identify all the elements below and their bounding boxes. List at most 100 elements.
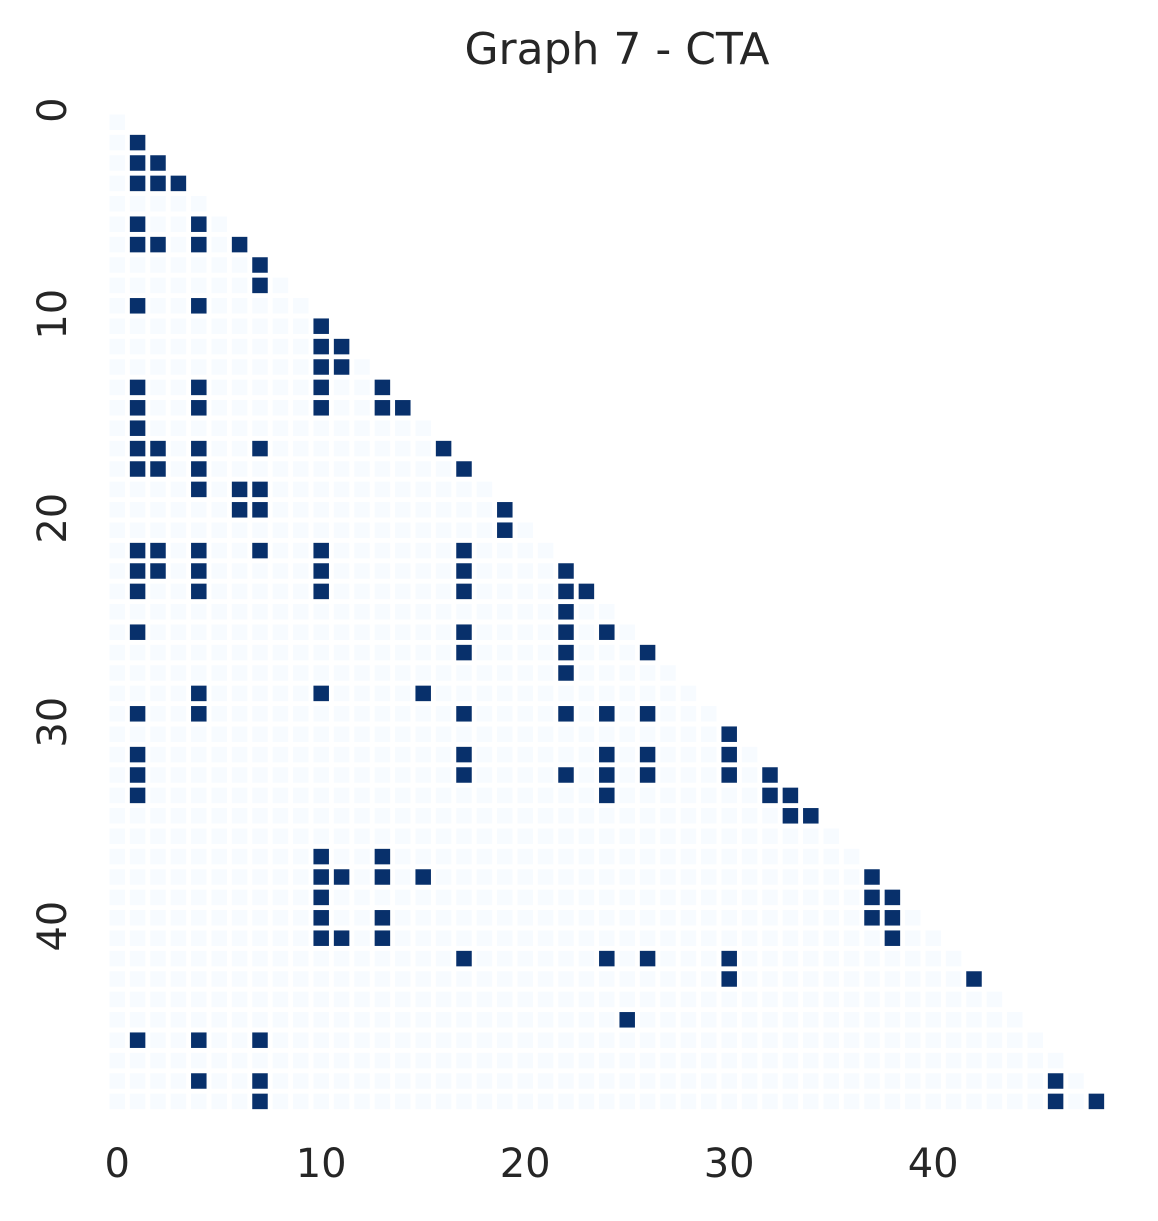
heatmap-cell: [435, 910, 452, 926]
heatmap-cell: [333, 930, 350, 946]
heatmap-cell: [211, 910, 227, 926]
heatmap-cell: [211, 236, 227, 253]
heatmap-cell: [497, 1052, 513, 1069]
heatmap-cell: [517, 706, 533, 722]
heatmap-cell: [415, 1052, 431, 1069]
heatmap-cell: [129, 583, 146, 600]
heatmap-cell: [252, 400, 268, 416]
heatmap-cell: [476, 726, 493, 742]
heatmap-cell: [721, 1073, 737, 1089]
heatmap-cell: [395, 644, 411, 661]
heatmap-cell: [129, 848, 146, 865]
heatmap-cell: [150, 787, 166, 804]
heatmap-cell: [272, 522, 289, 538]
heatmap-cell: [558, 746, 574, 763]
heatmap-cell: [905, 930, 921, 946]
heatmap-cell: [497, 746, 513, 763]
heatmap-cell: [333, 379, 350, 396]
heatmap-cell: [211, 481, 227, 498]
heatmap-cell: [476, 889, 493, 906]
heatmap-cell: [333, 848, 350, 865]
heatmap-cell: [231, 604, 248, 620]
heatmap-cell: [109, 522, 125, 538]
heatmap-cell: [231, 971, 248, 987]
heatmap-cell: [599, 1012, 615, 1028]
heatmap-cell: [803, 889, 819, 906]
heatmap-cell: [578, 787, 595, 804]
heatmap-cell: [374, 1032, 391, 1048]
heatmap-cell: [517, 522, 533, 538]
heatmap-cell: [231, 767, 248, 783]
heatmap-cell: [762, 1032, 778, 1048]
heatmap-cell: [517, 848, 533, 865]
heatmap-cell: [170, 950, 187, 967]
heatmap-cell: [211, 1012, 227, 1028]
heatmap-cell: [129, 563, 146, 579]
heatmap-cell: [619, 706, 635, 722]
heatmap-cell: [660, 685, 676, 702]
heatmap-cell: [476, 991, 493, 1008]
heatmap-cell: [333, 624, 350, 640]
heatmap-cell: [456, 889, 472, 906]
heatmap-cell: [211, 542, 227, 559]
heatmap-cell: [578, 583, 595, 600]
heatmap-cell: [864, 930, 880, 946]
heatmap-cell: [109, 889, 125, 906]
heatmap-cell: [762, 848, 778, 865]
heatmap-cell: [293, 644, 309, 661]
heatmap-cell: [231, 808, 248, 824]
heatmap-cell: [374, 971, 391, 987]
heatmap-cell: [660, 848, 676, 865]
heatmap-cell: [170, 726, 187, 742]
heatmap-cell: [354, 379, 370, 396]
heatmap-cell: [129, 767, 146, 783]
heatmap-cell: [415, 481, 431, 498]
heatmap-cell: [456, 461, 472, 477]
heatmap-cell: [333, 359, 350, 375]
heatmap-cell: [599, 828, 615, 844]
heatmap-cell: [231, 583, 248, 600]
heatmap-cell: [395, 665, 411, 681]
heatmap-cell: [211, 848, 227, 865]
heatmap-cell: [272, 298, 289, 314]
heatmap-cell: [680, 1052, 697, 1069]
heatmap-cell: [170, 277, 187, 294]
heatmap-cell: [864, 991, 880, 1008]
heatmap-cell: [395, 808, 411, 824]
heatmap-cell: [252, 828, 268, 844]
y-tick-label: 30: [30, 697, 76, 748]
heatmap-cell: [170, 400, 187, 416]
heatmap-cell: [170, 522, 187, 538]
heatmap-cell: [639, 1093, 656, 1110]
heatmap-cell: [293, 440, 309, 457]
heatmap-cell: [170, 318, 187, 334]
heatmap-cell: [170, 848, 187, 865]
heatmap-cell: [109, 359, 125, 375]
heatmap-cell: [272, 502, 289, 518]
heatmap-cell: [660, 869, 676, 885]
heatmap-cell: [191, 787, 207, 804]
heatmap-cell: [211, 665, 227, 681]
heatmap-cell: [293, 583, 309, 600]
heatmap-cell: [803, 950, 819, 967]
heatmap-cell: [619, 726, 635, 742]
heatmap-cell: [231, 338, 248, 355]
heatmap-cell: [701, 910, 717, 926]
heatmap-cell: [599, 930, 615, 946]
heatmap-cell: [109, 563, 125, 579]
heatmap-cell: [293, 706, 309, 722]
heatmap-cell: [782, 828, 799, 844]
heatmap-cell: [578, 848, 595, 865]
heatmap-cell: [395, 440, 411, 457]
heatmap-cell: [782, 869, 799, 885]
heatmap-cell: [395, 542, 411, 559]
heatmap-cell: [191, 1032, 207, 1048]
heatmap-cell: [150, 1032, 166, 1048]
heatmap-cell: [272, 542, 289, 559]
heatmap-cell: [864, 869, 880, 885]
heatmap-cell: [619, 746, 635, 763]
heatmap-cell: [109, 175, 125, 192]
heatmap-cell: [823, 950, 839, 967]
heatmap-cell: [272, 318, 289, 334]
heatmap-cell: [191, 502, 207, 518]
